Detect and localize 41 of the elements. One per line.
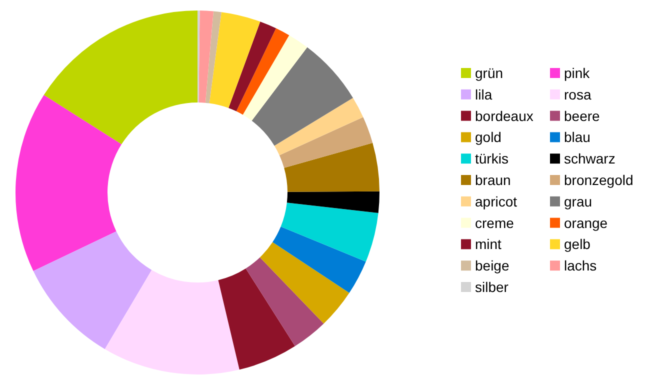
donut-slice	[279, 117, 373, 168]
legend-label: beere	[564, 108, 600, 124]
donut-slice	[284, 142, 380, 192]
donut-slice	[272, 226, 366, 293]
legend-label: bordeaux	[475, 108, 534, 124]
legend-label: gold	[475, 129, 502, 146]
donut-slice	[44, 10, 198, 144]
legend-label: lachs	[564, 258, 597, 274]
legend-label: grün	[475, 65, 504, 81]
legend-label: silber	[475, 279, 509, 295]
legend-label: rosa	[564, 86, 592, 102]
legend-label: gelb	[564, 236, 591, 252]
donut-slice	[236, 28, 290, 115]
legend-label: lila	[475, 86, 492, 102]
legend-label: apricot	[475, 193, 518, 210]
donut-slice	[198, 10, 214, 103]
legend-label: beige	[475, 258, 510, 274]
donut-slice	[242, 35, 308, 121]
donut-slice	[280, 202, 378, 262]
donut-slice	[16, 94, 122, 272]
donut-slice	[209, 12, 260, 108]
donut-slice	[33, 231, 152, 350]
legend-label: blau	[564, 129, 590, 146]
donut-slice	[228, 22, 276, 112]
donut-slice	[218, 268, 296, 370]
legend-label: orange	[564, 214, 608, 231]
donut-slice	[274, 98, 364, 156]
donut-slice	[286, 191, 380, 214]
donut-slice	[104, 270, 240, 374]
legend-label: bronzegold	[564, 172, 634, 188]
donut-slice	[246, 257, 324, 346]
legend-label: braun	[475, 172, 511, 188]
legend-label: creme	[475, 214, 514, 231]
legend-label: pink	[564, 65, 591, 81]
legend-label: grau	[564, 193, 592, 210]
legend-label: schwarz	[564, 150, 616, 167]
legend-label: türkis	[475, 150, 508, 167]
donut-slice	[252, 47, 353, 146]
legend-label: mint	[475, 236, 502, 252]
donut-slice	[205, 11, 222, 104]
donut-slice	[260, 242, 350, 324]
